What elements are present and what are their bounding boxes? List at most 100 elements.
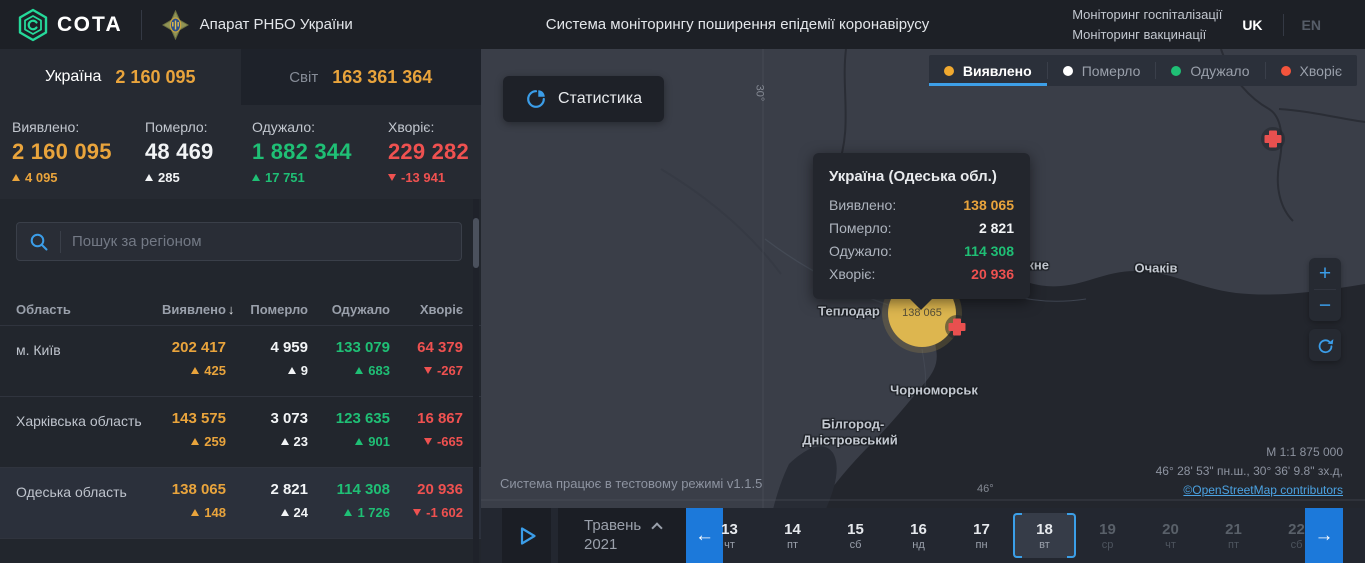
link-hospitalization[interactable]: Моніторинг госпіталізації (1072, 6, 1223, 22)
graticule-lat-label: 46° (977, 483, 994, 495)
up-arrow-icon (12, 174, 20, 181)
timeline-day[interactable]: 19 ср (1099, 520, 1116, 551)
lang-uk-button[interactable]: UK (1242, 16, 1263, 33)
sota-logo[interactable]: СОТА (0, 8, 141, 42)
column-sick[interactable]: Хворіє (419, 301, 463, 317)
timeline-day[interactable]: 22 сб (1288, 520, 1305, 551)
legend-died[interactable]: Померло (1048, 55, 1156, 86)
statistics-button[interactable]: Статистика (503, 76, 665, 122)
timeline-day[interactable]: 14 пт (784, 520, 801, 551)
map-scale: М 1:1 875 000 (1266, 445, 1343, 459)
timeline-day[interactable]: 17 пн (973, 520, 990, 551)
link-vaccination[interactable]: Моніторинг вакцинації (1072, 26, 1207, 42)
graticule-lon-label: 30° (753, 84, 766, 102)
rnbo-emblem-icon (161, 9, 189, 40)
city-label-teplodar: Теплодар (818, 303, 880, 319)
pie-chart-icon (527, 90, 545, 108)
hospital-marker-icon[interactable] (944, 314, 970, 340)
tab-ukraine-value: 2 160 095 (115, 66, 196, 87)
header-divider (140, 9, 142, 40)
chevron-up-icon (651, 521, 663, 534)
search-divider (60, 230, 61, 253)
marker-value: 138 065 (902, 307, 942, 319)
monitoring-links: Моніторинг госпіталізації Моніторинг вак… (1072, 6, 1222, 43)
down-arrow-icon (423, 438, 432, 445)
up-arrow-icon (287, 367, 296, 374)
play-button[interactable] (502, 508, 551, 563)
timeline-next-button[interactable]: → (1305, 508, 1343, 563)
died-dot-icon (1062, 65, 1073, 76)
legend-recovered[interactable]: Одужало (1156, 55, 1264, 86)
zoom-out-button[interactable]: − (1318, 293, 1332, 317)
lang-en-button[interactable]: EN (1301, 16, 1321, 33)
month-label: Травень (584, 517, 642, 534)
city-label-chornomorsk: Чорноморськ (890, 382, 978, 398)
table-row-odesa[interactable]: Одеська область 138 065 148 2 821 24 114… (0, 468, 481, 539)
table-row-kyiv[interactable]: м. Київ 202 417 425 4 959 9 133 079 683 … (0, 326, 481, 397)
table-separator (0, 325, 481, 326)
tooltip-title: Україна (Одеська обл.) (829, 168, 997, 185)
timeline-day[interactable]: 21 пт (1225, 520, 1242, 551)
column-detected[interactable]: Виявлено ↓ (162, 301, 235, 317)
region-table: м. Київ 202 417 425 4 959 9 133 079 683 … (0, 326, 481, 539)
map-area[interactable]: 30° 46° Южне Очаків Теплодар Чорноморськ… (481, 49, 1365, 563)
sidebar: Україна 2 160 095 Світ 163 361 364 Виявл… (0, 49, 481, 563)
table-header: Область Виявлено ↓ Померло Одужало Хворіє (0, 294, 481, 324)
legend-sick[interactable]: Хворіє (1266, 55, 1357, 86)
month-selector[interactable]: Травень 2021 (558, 508, 686, 563)
table-row-kharkiv[interactable]: Харківська область 143 575 259 3 073 23 … (0, 397, 481, 468)
down-arrow-icon (423, 367, 432, 374)
tab-world-label: Світ (289, 68, 319, 86)
timeline-day[interactable]: 15 сб (847, 520, 864, 551)
tab-world[interactable]: Світ 163 361 364 (240, 49, 481, 105)
hospital-marker-icon[interactable] (1260, 126, 1286, 152)
tab-world-value: 163 361 364 (332, 66, 433, 87)
region-search-box (16, 222, 462, 261)
sick-dot-icon (1280, 65, 1291, 76)
up-arrow-icon (252, 174, 260, 181)
timeline: Травень 2021 ← 13 чт 14 пт 15 сб 16 нд 17 пн … (481, 508, 1365, 563)
header: СОТА Апарат РНБО України Система монітор… (0, 0, 1365, 49)
sidebar-scrollbar-track (473, 199, 479, 563)
osm-attribution-link[interactable]: ©OpenStreetMap contributors (1183, 483, 1343, 497)
up-arrow-icon (355, 367, 364, 374)
legend-detected[interactable]: Виявлено (929, 55, 1047, 86)
down-arrow-icon (388, 174, 396, 181)
page-title: Система моніторингу поширення епідемії к… (545, 16, 930, 33)
org-block[interactable]: Апарат РНБО України (142, 9, 373, 40)
refresh-button[interactable] (1309, 329, 1341, 361)
column-recovered[interactable]: Одужало (331, 301, 390, 317)
up-arrow-icon (344, 509, 353, 516)
region-tooltip: Україна (Одеська обл.) Виявлено: 138 065 … (813, 153, 1030, 310)
search-input[interactable] (72, 233, 449, 250)
down-arrow-icon (413, 509, 422, 516)
stat-sick: Хворіє: 229 282 -13 941 (388, 119, 469, 185)
header-right: Моніторинг госпіталізації Моніторинг вак… (1072, 6, 1365, 43)
timeline-days: 13 чт 14 пт 15 сб 16 нд 17 пн 18 вт 19 ср 20 чт … (698, 508, 1328, 563)
country-world-tabs: Україна 2 160 095 Світ 163 361 364 (0, 49, 481, 105)
sidebar-scrollbar-thumb[interactable] (473, 218, 479, 268)
timeline-day[interactable]: 13 чт (721, 520, 738, 551)
column-died[interactable]: Померло (250, 301, 308, 317)
zoom-controls: + − (1309, 258, 1341, 321)
up-arrow-icon (191, 438, 200, 445)
up-arrow-icon (280, 509, 289, 516)
refresh-icon (1318, 338, 1333, 353)
tab-ukraine[interactable]: Україна 2 160 095 (0, 49, 241, 105)
map-attribution: М 1:1 875 000 46° 28' 53" пн.ш., 30° 36'… (1156, 443, 1343, 500)
timeline-day-selected[interactable]: 18 вт (1013, 513, 1076, 558)
brand-name: СОТА (57, 12, 123, 36)
play-icon (520, 526, 536, 545)
national-stats: Виявлено: 2 160 095 4 095 Померло: 48 46… (0, 113, 481, 199)
org-name: Апарат РНБО України (199, 16, 353, 33)
stat-died: Померло: 48 469 285 (145, 119, 214, 185)
stat-detected: Виявлено: 2 160 095 4 095 (12, 119, 112, 185)
timeline-day[interactable]: 20 чт (1162, 520, 1179, 551)
sort-desc-icon: ↓ (227, 301, 235, 317)
timeline-prev-button[interactable]: ← (686, 508, 723, 563)
column-region[interactable]: Область (16, 301, 71, 317)
zoom-in-button[interactable]: + (1318, 261, 1332, 285)
timeline-day[interactable]: 16 нд (910, 520, 927, 551)
map-terrain (481, 49, 1365, 563)
